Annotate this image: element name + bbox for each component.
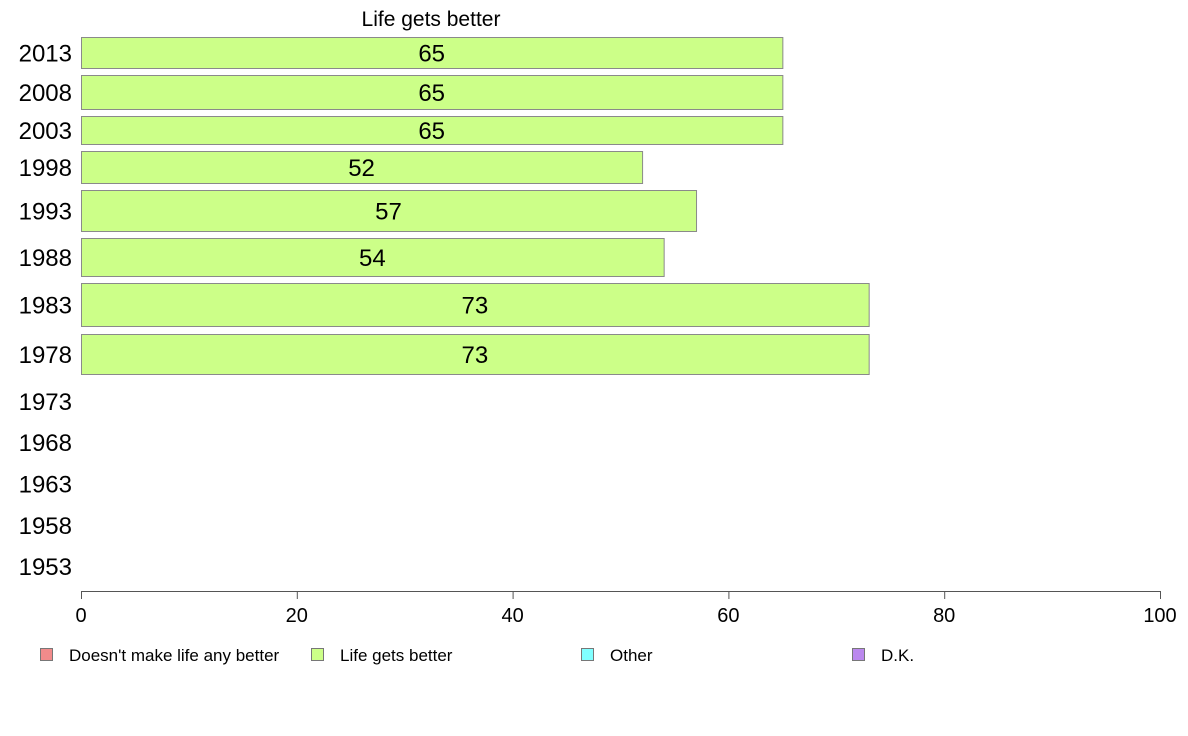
y-tick-label: 1978 — [19, 342, 72, 369]
legend-swatch — [581, 648, 594, 661]
y-tick-label: 1968 — [19, 430, 72, 457]
bar-value-label: 65 — [418, 118, 445, 145]
bar — [81, 37, 784, 69]
bar — [81, 151, 644, 184]
bar — [81, 190, 698, 232]
y-tick-label: 1983 — [19, 293, 72, 320]
x-tick-label: 100 — [1143, 605, 1176, 627]
bar-value-label: 65 — [418, 80, 445, 107]
y-tick-label: 1963 — [19, 472, 72, 499]
y-tick-label: 1958 — [19, 513, 72, 540]
legend-swatch — [40, 648, 53, 661]
legend-label: Other — [610, 646, 653, 665]
x-tick-label: 20 — [286, 605, 308, 627]
y-tick-label: 1953 — [19, 554, 72, 581]
bar — [81, 238, 665, 277]
y-tick-label: 2003 — [19, 118, 72, 145]
bar — [81, 116, 784, 145]
legend-swatch — [311, 648, 324, 661]
x-axis: 0 20 40 60 80 100 — [75, 591, 1177, 627]
bar — [81, 75, 784, 110]
legend: Doesn't make life any better Life gets be… — [40, 646, 914, 665]
x-tick-label: 0 — [75, 605, 86, 627]
y-tick-label: 2013 — [19, 41, 72, 68]
chart-title: Life gets better — [362, 8, 501, 31]
bar — [81, 283, 870, 327]
bar-value-label: 65 — [418, 41, 445, 68]
x-tick-label: 80 — [933, 605, 955, 627]
legend-label: Doesn't make life any better — [69, 646, 280, 665]
y-tick-label: 1988 — [19, 245, 72, 272]
x-tick-label: 40 — [501, 605, 523, 627]
y-tick-label: 1973 — [19, 389, 72, 416]
legend-label: Life gets better — [340, 646, 453, 665]
year-labels-group: 2013 2008 2003 1998 1993 1988 1983 1978 1973 1968… — [19, 41, 72, 582]
y-tick-label: 2008 — [19, 80, 72, 107]
bar-value-label: 54 — [359, 245, 386, 272]
bar-value-label: 52 — [348, 155, 375, 182]
x-tick-label: 60 — [717, 605, 739, 627]
y-tick-label: 1993 — [19, 199, 72, 226]
bar-value-label: 73 — [461, 293, 488, 320]
legend-swatch — [852, 648, 865, 661]
bar — [81, 334, 870, 375]
y-tick-label: 1998 — [19, 155, 72, 182]
bar-value-label: 73 — [461, 342, 488, 369]
bar-value-label: 57 — [375, 199, 402, 226]
legend-label: D.K. — [881, 646, 914, 665]
